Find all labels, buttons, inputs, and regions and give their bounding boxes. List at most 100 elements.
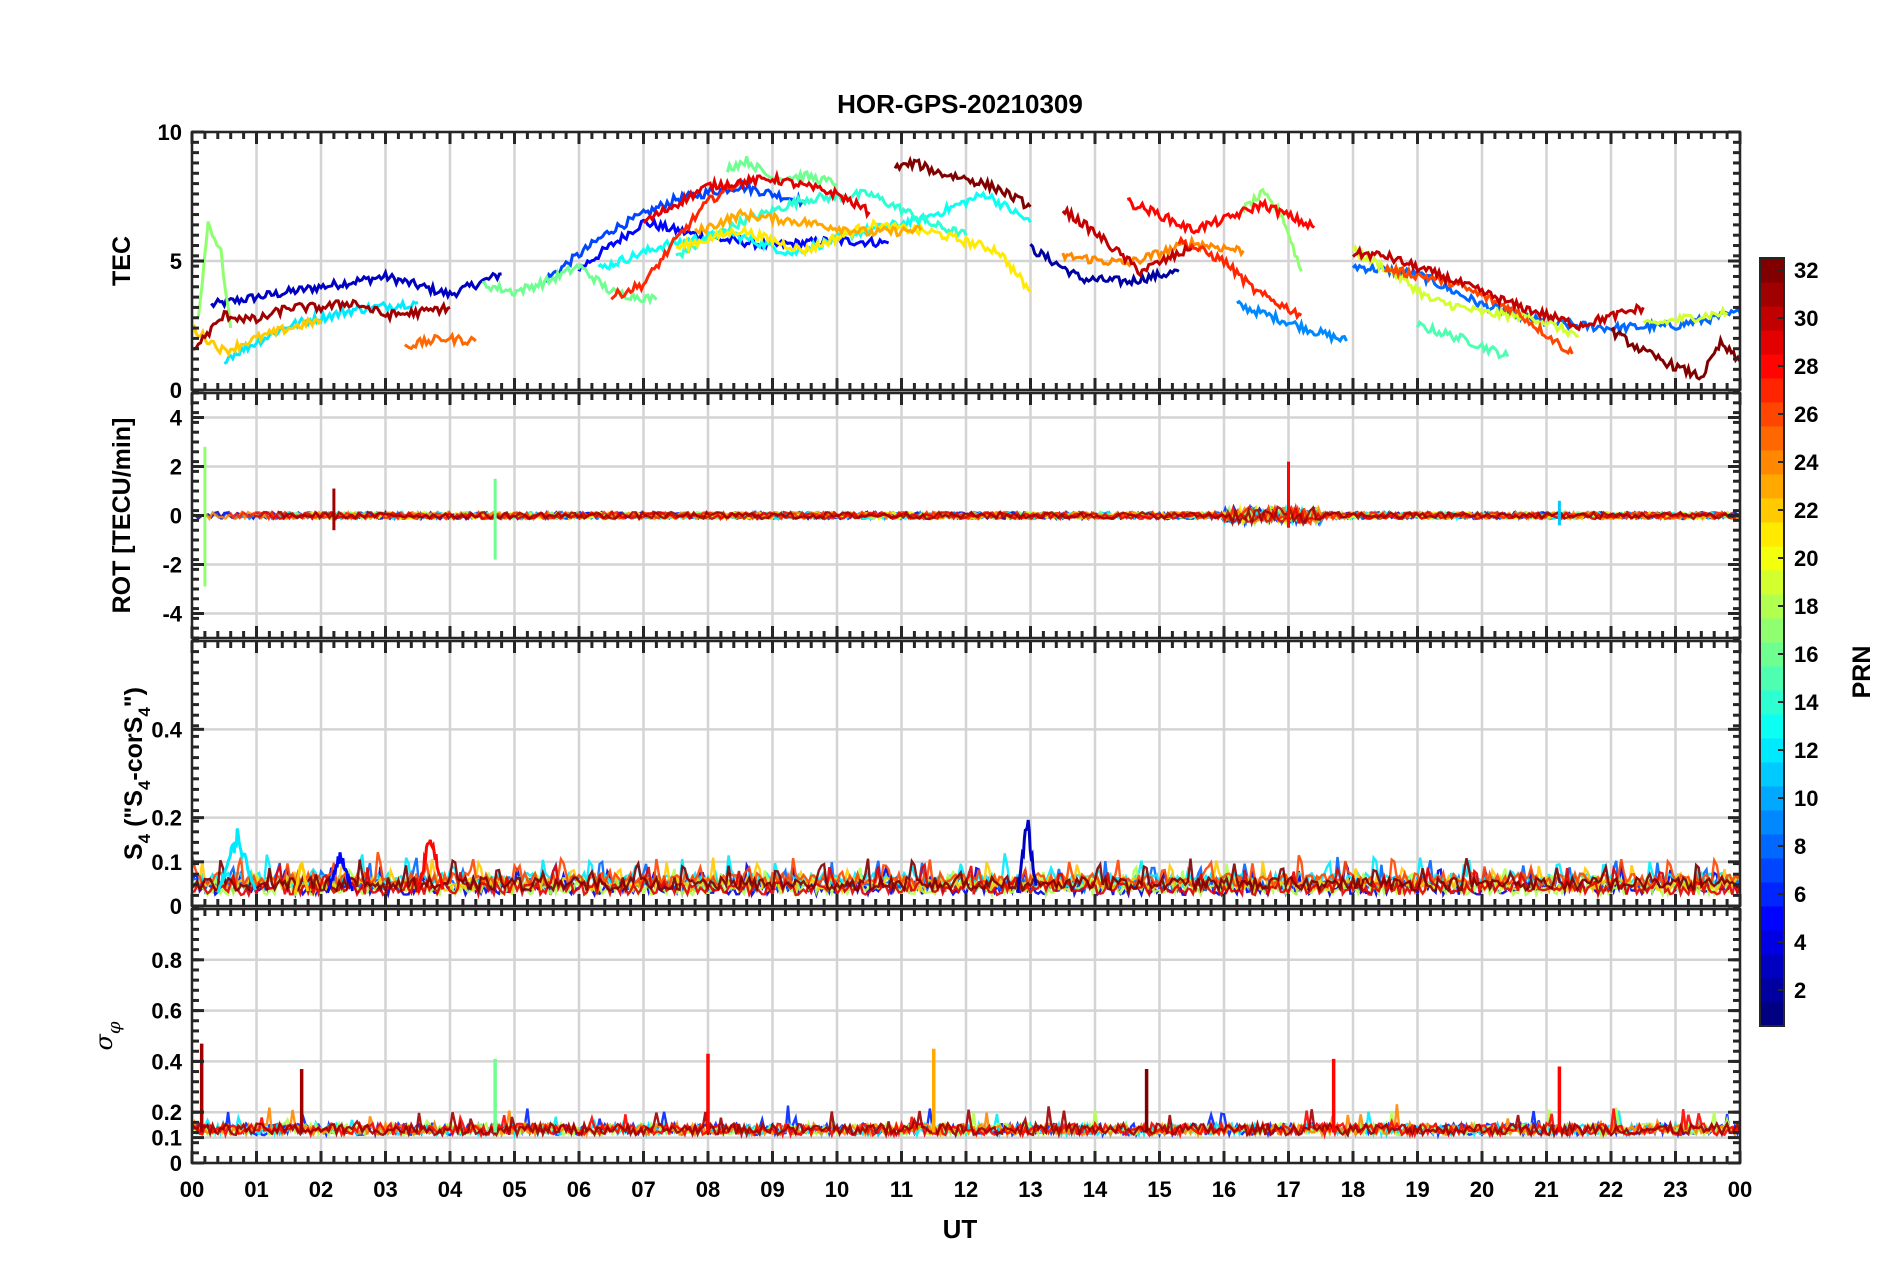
tec-series-prn27 — [610, 180, 742, 301]
colorbar-segment — [1760, 474, 1784, 499]
colorbar-segment — [1760, 762, 1784, 787]
x-tick-label: 04 — [438, 1177, 463, 1202]
tec-series-prn24 — [1061, 234, 1245, 268]
colorbar-segment — [1760, 714, 1784, 739]
y-axis-label-sub: 4 — [135, 833, 154, 843]
colorbar-tick-label: 6 — [1794, 882, 1806, 907]
colorbar-tick-label: 12 — [1794, 738, 1818, 763]
x-tick-label: 22 — [1599, 1177, 1623, 1202]
s4-event-prn3 — [1016, 819, 1038, 893]
x-tick-label: 16 — [1212, 1177, 1236, 1202]
colorbar-segment — [1760, 1002, 1784, 1027]
colorbar-segment — [1760, 906, 1784, 931]
tec-series-prn32 — [1610, 326, 1740, 381]
colorbar-tick-label: 22 — [1794, 498, 1818, 523]
tec-series-prn27 — [1177, 235, 1303, 321]
x-tick-label: 19 — [1405, 1177, 1429, 1202]
colorbar-segment — [1760, 426, 1784, 451]
x-tick-label: 12 — [954, 1177, 978, 1202]
sigma-series-prn31 — [192, 1106, 1740, 1140]
data-group — [192, 155, 1740, 381]
colorbar-segment — [1760, 858, 1784, 883]
colorbar-segment — [1760, 810, 1784, 835]
colorbar-label: PRN — [1848, 646, 1876, 699]
y-tick-label: 0.4 — [151, 717, 182, 742]
y-tick-label: 0.6 — [151, 999, 182, 1024]
panel-s4: 0 0.1 0.2 0.4S4 ("S4-corS4") — [120, 639, 1742, 919]
y-axis-label-main: σ — [90, 1034, 118, 1051]
colorbar-tick-label: 30 — [1794, 306, 1818, 331]
y-tick-label: -2 — [162, 553, 182, 578]
panel-tec: 0 5 10 TEC — [108, 120, 1742, 403]
colorbar-tick-label: 24 — [1794, 450, 1819, 475]
colorbar-frame — [1759, 257, 1785, 1027]
x-tick-label: 23 — [1663, 1177, 1687, 1202]
tec-series-prn30 — [1061, 204, 1193, 278]
y-axis-label-sub: 4 — [135, 707, 154, 717]
colorbar-tick-label: 8 — [1794, 834, 1806, 859]
colorbar-tick-label: 32 — [1794, 258, 1818, 283]
tec-series-prn17 — [1241, 187, 1303, 272]
y-tick-label: 0.1 — [151, 1126, 182, 1151]
panel-sigma_phi: 00.10.2 0.4 0.6 0.8 σφ — [90, 907, 1742, 1176]
tec-series-prn3 — [210, 268, 502, 310]
y-tick-label: 0 — [170, 504, 182, 529]
x-tick-label: 14 — [1083, 1177, 1108, 1202]
tec-series-prn9 — [1236, 299, 1348, 346]
colorbar-tick-label: 20 — [1794, 546, 1818, 571]
y-tick-label: 0.2 — [151, 806, 182, 831]
x-tick-label: 01 — [244, 1177, 268, 1202]
y-tick-label: 0.4 — [151, 1049, 182, 1074]
x-tick-label: 07 — [631, 1177, 655, 1202]
y-tick-label: 4 — [170, 406, 183, 431]
y-axis-label: σφ — [90, 1021, 125, 1050]
tec-series-prn23 — [693, 207, 923, 238]
x-tick-label: 15 — [1147, 1177, 1171, 1202]
s4-event-prn22 — [293, 861, 310, 894]
tec-series-prn31 — [192, 298, 451, 351]
x-tick-label: 10 — [825, 1177, 849, 1202]
x-tick-label: 20 — [1470, 1177, 1494, 1202]
y-tick-label: 0.8 — [151, 948, 182, 973]
y-tick-label: 0 — [170, 1151, 182, 1176]
y-axis-label-sub: φ — [104, 1021, 125, 1034]
colorbar-tick-label: 10 — [1794, 786, 1818, 811]
colorbar-segment — [1760, 522, 1784, 547]
tec-series-prn22 — [192, 316, 323, 358]
colorbar-segment — [1760, 666, 1784, 691]
x-tick-label: 17 — [1276, 1177, 1300, 1202]
x-tick-label: 00 — [1728, 1177, 1752, 1202]
y-axis-label-part: -corS — [120, 717, 148, 781]
y-axis-label: TEC — [108, 236, 136, 286]
tec-series-prn28 — [1126, 197, 1316, 235]
colorbar-tick-label: 26 — [1794, 402, 1818, 427]
colorbar-tick-label: 2 — [1794, 978, 1806, 1003]
colorbar-tick-label: 14 — [1794, 690, 1819, 715]
colorbar-tick-label: 16 — [1794, 642, 1818, 667]
y-tick-label: 5 — [170, 249, 182, 274]
x-tick-label: 18 — [1341, 1177, 1365, 1202]
x-tick-label: 06 — [567, 1177, 591, 1202]
y-tick-label: 0 — [170, 894, 182, 919]
rot-series-prn31 — [277, 505, 1739, 528]
colorbar-segment — [1760, 954, 1784, 979]
tec-series-prn2 — [1029, 243, 1180, 289]
s4-event-prn5 — [326, 852, 355, 894]
s4-event-prn28 — [416, 839, 445, 894]
tec-series-prn15 — [1416, 320, 1510, 360]
tec-series-prn32 — [893, 155, 1032, 210]
colorbar-tick-label: 4 — [1794, 930, 1807, 955]
s4-event-prn12 — [216, 828, 257, 894]
y-axis-label-part: S — [120, 843, 148, 860]
tec-series-prn16 — [482, 262, 658, 306]
y-tick-label: 0.1 — [151, 850, 182, 875]
y-axis-label: S4 ("S4-corS4") — [120, 687, 154, 860]
colorbar-segment — [1760, 282, 1784, 307]
y-tick-label: 10 — [158, 120, 182, 145]
y-tick-label: 0 — [170, 378, 182, 403]
tec-series-prn19 — [1642, 305, 1729, 327]
x-tick-labels: 00 01 02 03 04 05 06 07 08 09 10 11 12 13 14 15 16 17 18 19… — [180, 1177, 1752, 1202]
colorbar-segment — [1760, 570, 1784, 595]
